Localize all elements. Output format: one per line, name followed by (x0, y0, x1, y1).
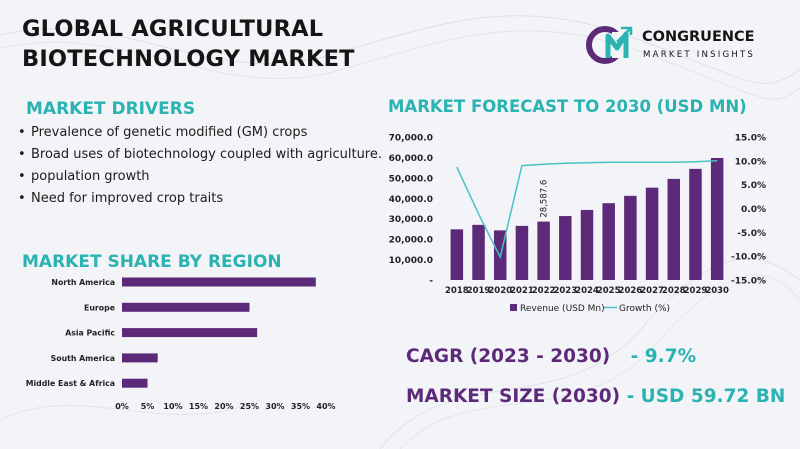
market-drivers-list: Prevalence of genetic modified (GM) crop… (18, 122, 384, 210)
market-size-stat: MARKET SIZE (2030) - USD 59.72 BN (406, 386, 785, 407)
cagr-label: CAGR (2023 - 2030) (406, 346, 611, 367)
x-tick-label: 2022 (532, 286, 556, 296)
y-right-tick-label: 5.0% (741, 181, 766, 191)
y-left-tick-label: 10,000.0 (389, 256, 433, 266)
region-bar (122, 328, 258, 338)
logo-name: CONGRUENCE (642, 29, 755, 45)
revenue-bar (667, 178, 681, 280)
cagr-value: - 9.7% (630, 346, 697, 367)
y-left-tick-label: 70,000.0 (389, 134, 433, 144)
revenue-bar (710, 158, 724, 280)
y-right-tick-label: 10.0% (735, 157, 766, 167)
revenue-bar (645, 187, 659, 280)
driver-item: population growth (18, 166, 384, 188)
region-share-chart: North America Europe Asia Pacific South Ame… (26, 277, 336, 411)
region-label: Europe (84, 303, 115, 312)
page-title-line-1: GLOBAL AGRICULTURAL (22, 16, 324, 42)
x-tick-label: 30% (265, 402, 284, 411)
x-tick-label: 2019 (467, 286, 491, 296)
region-bar (122, 378, 148, 388)
region-label: North America (51, 278, 115, 287)
y-left-tick-label: 20,000.0 (389, 236, 433, 246)
legend-revenue-label: Revenue (USD Mn) (520, 304, 605, 314)
x-tick-label: 2026 (619, 286, 643, 296)
revenue-bar (537, 221, 550, 280)
legend-growth-label: Growth (%) (619, 304, 670, 314)
cagr-stat: CAGR (2023 - 2030) - 9.7% (406, 346, 696, 367)
x-tick-label: 2023 (553, 286, 577, 296)
logo-mark-text: CM (611, 65, 613, 67)
y-left-tick-label: 30,000.0 (389, 215, 433, 225)
y-left-tick-label: 60,000.0 (389, 154, 433, 164)
bar-data-label: 28,587.6 (540, 180, 550, 218)
driver-item: Prevalence of genetic modified (GM) crop… (18, 122, 384, 144)
x-tick-label: 25% (240, 402, 259, 411)
revenue-bar (624, 195, 637, 280)
y-left-tick-label: - (429, 277, 433, 287)
driver-item: Broad uses of biotechnology coupled with… (18, 144, 384, 166)
y-left-tick-label: 50,000.0 (389, 174, 433, 184)
x-tick-label: 0% (115, 402, 129, 411)
revenue-bar (472, 224, 485, 280)
x-tick-label: 15% (189, 402, 208, 411)
revenue-bar (580, 209, 594, 280)
region-label: Middle East & Africa (26, 379, 115, 388)
region-label: Asia Pacific (65, 329, 115, 338)
page-title-line-2: BIOTECHNOLOGY MARKET (22, 46, 355, 72)
x-tick-label: 35% (291, 402, 310, 411)
forecast-chart-title: MARKET FORECAST TO 2030 (USD MN) (388, 97, 747, 116)
x-tick-label: 2028 (662, 286, 686, 296)
market-size-label: MARKET SIZE (2030) (406, 386, 621, 407)
x-tick-label: 2027 (640, 286, 664, 296)
y-right-tick-label: 15.0% (735, 134, 766, 144)
logo-tagline: MARKET INSIGHTS (643, 50, 756, 60)
growth-line (456, 160, 718, 260)
x-tick-label: 2020 (488, 286, 512, 296)
market-size-value: - USD 59.72 BN (626, 386, 786, 407)
logo-mark-icon: CM (586, 26, 633, 67)
revenue-bar (602, 203, 615, 280)
y-right-tick-label: -5.0% (737, 229, 766, 239)
x-tick-label: 2021 (510, 286, 534, 296)
x-tick-label: 10% (163, 402, 182, 411)
forecast-chart: 70,000.0 60,000.0 50,000.0 40,000.0 30,000.0… (389, 134, 766, 315)
region-bar (122, 353, 158, 363)
y-left-tick-label: 40,000.0 (389, 195, 433, 205)
x-tick-label: 5% (141, 402, 155, 411)
market-drivers-heading: MARKET DRIVERS (26, 99, 196, 119)
region-label: South America (51, 354, 115, 363)
y-right-tick-label: -15.0% (731, 277, 766, 287)
page-title: GLOBAL AGRICULTURAL BIOTECHNOLOGY MARKET (22, 14, 355, 74)
x-tick-label: 20% (214, 402, 233, 411)
region-bar (122, 277, 316, 287)
driver-item: Need for improved crop traits (18, 188, 384, 210)
x-tick-label: 2029 (684, 286, 708, 296)
x-tick-label: 2025 (597, 286, 621, 296)
y-right-tick-label: -10.0% (731, 253, 766, 263)
x-tick-label: 2018 (445, 286, 469, 296)
revenue-bar (515, 225, 529, 280)
legend-revenue-swatch (510, 304, 517, 311)
x-tick-label: 2024 (575, 286, 599, 296)
revenue-bar (689, 168, 702, 280)
region-bar (122, 302, 250, 312)
company-logo: CM CONGRUENCE MARKET INSIGHTS (584, 22, 784, 68)
region-chart-title: MARKET SHARE BY REGION (22, 252, 282, 272)
x-tick-label: 40% (316, 402, 335, 411)
revenue-bar (559, 216, 572, 280)
revenue-bar (450, 229, 464, 280)
y-right-tick-label: 0.0% (741, 205, 766, 215)
x-tick-label: 2030 (705, 286, 729, 296)
